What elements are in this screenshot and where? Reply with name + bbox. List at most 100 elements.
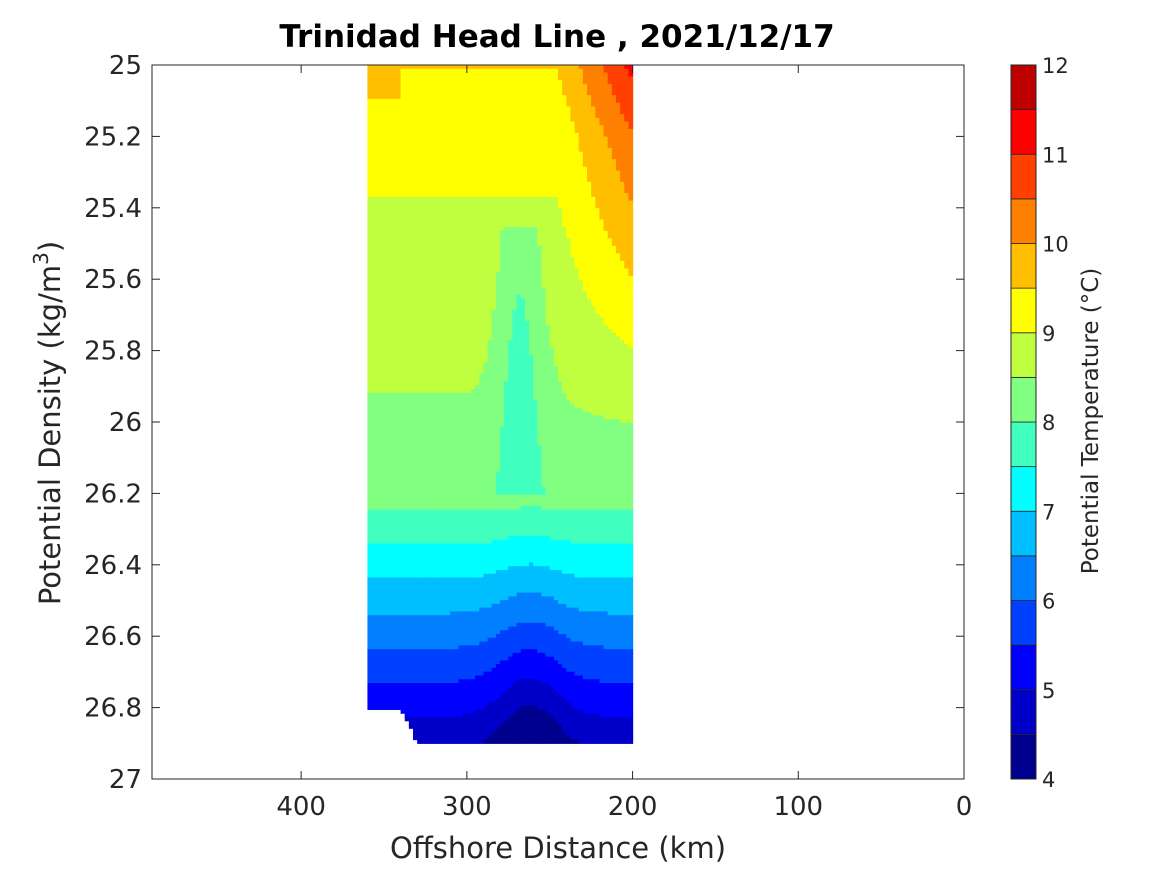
contour-cell (450, 211, 456, 217)
contour-cell (425, 389, 431, 394)
contour-cell (454, 460, 460, 466)
contour-cell (429, 494, 435, 499)
contour-cell (466, 68, 472, 74)
contour-cell (475, 592, 480, 597)
contour-cell (429, 294, 435, 300)
contour-cell (429, 110, 435, 115)
contour-cell (454, 185, 460, 190)
contour-cell (479, 166, 485, 172)
contour-cell (413, 230, 418, 236)
contour-cell (437, 193, 443, 198)
contour-cell (458, 509, 464, 515)
contour-cell (429, 272, 435, 277)
contour-cell (388, 494, 393, 499)
contour-cell (425, 622, 431, 628)
contour-cell (446, 374, 451, 379)
contour-cell (479, 573, 485, 579)
contour-cell (417, 441, 422, 447)
contour-cell (384, 694, 389, 699)
contour-cell (437, 487, 443, 492)
contour-cell (450, 686, 456, 692)
contour-cell (396, 189, 402, 194)
contour-cell (421, 147, 427, 153)
contour-cell (421, 622, 427, 628)
contour-cell (446, 517, 451, 522)
contour-cell (367, 404, 373, 409)
contour-cell (462, 294, 468, 300)
contour-cell (417, 581, 422, 586)
contour-cell (392, 272, 398, 277)
contour-cell (433, 230, 439, 236)
contour-cell (384, 129, 389, 134)
contour-cell (367, 536, 373, 541)
contour-cell (371, 121, 377, 126)
contour-cell (388, 396, 393, 401)
contour-cell (458, 456, 464, 462)
contour-cell (462, 656, 468, 661)
contour-cell (417, 166, 422, 172)
contour-cell (462, 460, 468, 466)
contour-cell (404, 475, 410, 481)
contour-cell (458, 291, 464, 296)
contour-cell (404, 162, 410, 168)
contour-cell (421, 407, 427, 413)
contour-cell (384, 336, 389, 341)
contour-cell (413, 716, 418, 722)
contour-cell (375, 392, 381, 398)
contour-cell (388, 615, 393, 620)
contour-cell (450, 573, 456, 579)
contour-cell (392, 276, 398, 281)
contour-cell (471, 724, 476, 729)
contour-cell (388, 660, 393, 665)
contour-cell (450, 151, 456, 157)
contour-cell (392, 91, 398, 96)
contour-cell (450, 731, 456, 737)
contour-cell (379, 68, 385, 74)
contour-cell (466, 343, 472, 349)
contour-cell (396, 343, 402, 349)
contour-cell (425, 592, 431, 597)
contour-cell (421, 264, 427, 270)
contour-cell (429, 309, 435, 315)
contour-cell (425, 513, 431, 518)
contour-cell (417, 709, 422, 714)
contour-cell (388, 129, 393, 134)
contour-cell (400, 660, 406, 665)
contour-cell (475, 739, 480, 744)
contour-cell (379, 238, 385, 243)
contour-cell (375, 253, 381, 258)
contour-cell (471, 505, 476, 511)
contour-cell (458, 577, 464, 582)
contour-cell (379, 554, 385, 560)
contour-cell (392, 683, 398, 688)
contour-cell (425, 140, 431, 145)
contour-cell (404, 72, 410, 77)
contour-cell (400, 125, 406, 130)
contour-cell (417, 242, 422, 247)
contour-cell (379, 279, 385, 285)
contour-cell (421, 249, 427, 255)
contour-cell (458, 340, 464, 345)
contour-cell (471, 72, 476, 77)
contour-cell (479, 426, 485, 432)
contour-cell (479, 520, 485, 526)
contour-cell (367, 313, 373, 319)
contour-cell (454, 313, 460, 319)
contour-cell (479, 317, 485, 322)
contour-cell (479, 709, 485, 714)
contour-cell (371, 430, 377, 435)
contour-cell (425, 445, 431, 450)
contour-cell (429, 415, 435, 420)
contour-cell (437, 611, 443, 616)
contour-cell (421, 671, 427, 677)
contour-cell (404, 287, 410, 292)
contour-cell (471, 242, 476, 247)
contour-cell (437, 159, 443, 164)
contour-cell (375, 291, 381, 296)
contour-cell (392, 415, 398, 420)
contour-cell (466, 245, 472, 251)
contour-cell (471, 106, 476, 111)
contour-cell (404, 83, 410, 89)
contour-cell (442, 65, 447, 70)
contour-cell (462, 652, 468, 658)
